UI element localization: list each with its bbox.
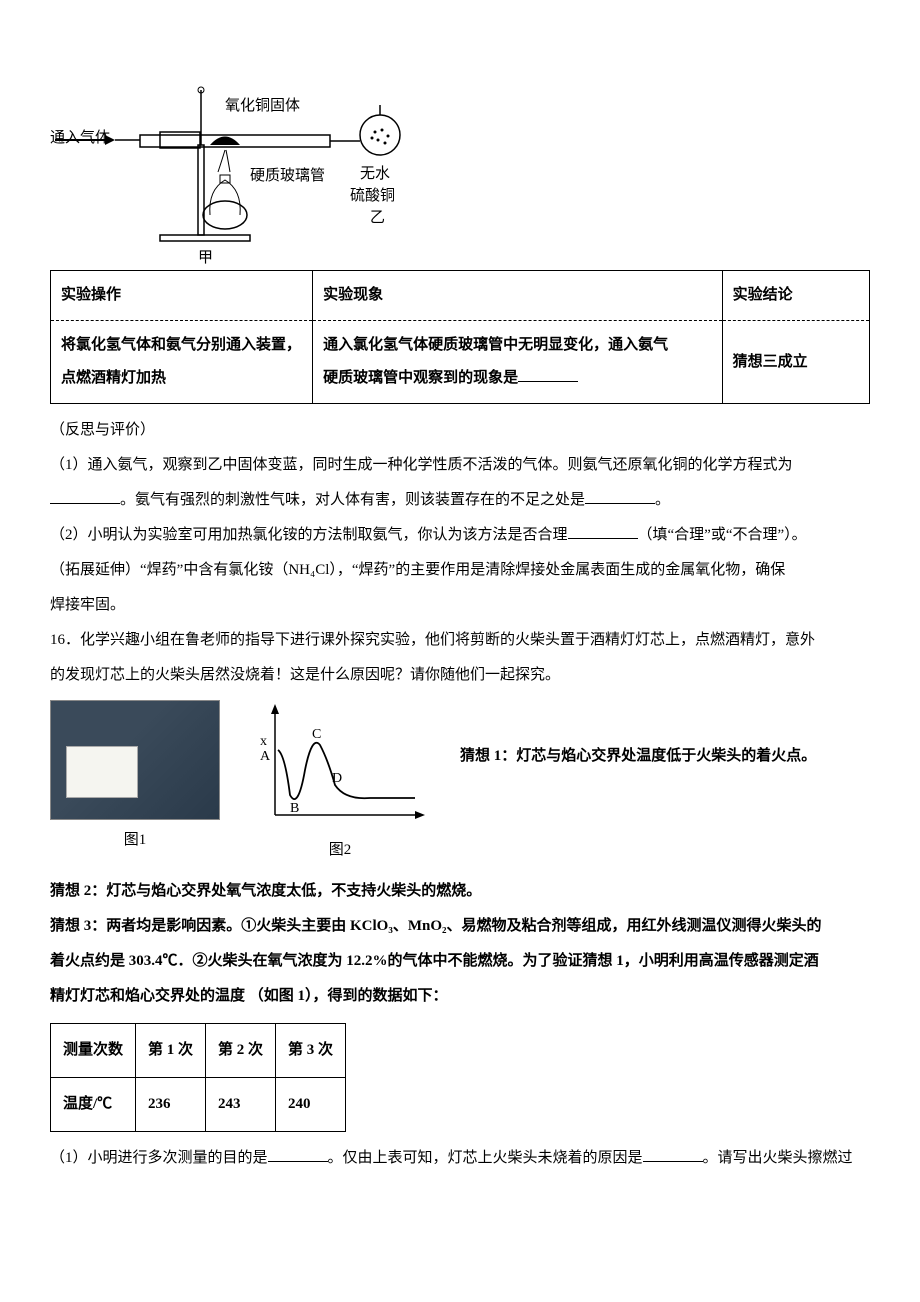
reflection-heading: （反思与评价）	[50, 414, 870, 447]
guess3-l3: 精灯灯芯和焰心交界处的温度 （如图 1），得到的数据如下：	[50, 980, 870, 1013]
reflection-q1-end: 。	[655, 492, 670, 508]
figure-1-block: 图1	[50, 700, 220, 857]
q16-sub1-prefix: （1）小明进行多次测量的目的是	[50, 1150, 268, 1166]
reflection-q2-suffix: （填“合理”或“不合理”）。	[638, 527, 807, 543]
q16-sub1: （1）小明进行多次测量的目的是 。仅由上表可知，灯芯上火柴头未烧着的原因是 。请写出…	[50, 1142, 870, 1175]
graph-point-a: A	[260, 749, 271, 764]
reflection-ext-l2: 焊接牢固。	[50, 589, 870, 622]
figure-1-photo	[50, 700, 220, 820]
temp-header-0: 测量次数	[51, 1024, 136, 1078]
table-data-row: 将氯化氢气体和氨气分别通入装置， 点燃酒精灯加热 通入氯化氢气体硬质玻璃管中无明…	[51, 321, 870, 404]
reflection-q2-prefix: （2）小明认为实验室可用加热氯化铵的方法制取氨气，你认为该方法是否合理	[50, 527, 568, 543]
graph-point-d: D	[332, 771, 342, 786]
reflection-q1-l2: 。氨气有强烈的刺激性气味，对人体有害，则该装置存在的不足之处是 。	[50, 484, 870, 517]
col-header-phenomenon: 实验现象	[313, 271, 723, 321]
q16-intro-l1: 16．化学兴趣小组在鲁老师的指导下进行课外探究实验，他们将剪断的火柴头置于酒精灯…	[50, 624, 870, 657]
temp-table-data: 温度/℃ 236 243 240	[51, 1078, 346, 1132]
graph-point-c: C	[312, 727, 321, 742]
figure-2-block: x A B C D 图2	[250, 700, 430, 867]
reflection-q2: （2）小明认为实验室可用加热氯化铵的方法制取氨气，你认为该方法是否合理 （填“合理…	[50, 519, 870, 552]
figure-1-label: 图1	[50, 824, 220, 857]
label-a: 甲	[198, 242, 213, 275]
phenomenon-line2-prefix: 硬质玻璃管中观察到的现象是	[323, 370, 518, 386]
temperature-table: 测量次数 第 1 次 第 2 次 第 3 次 温度/℃ 236 243 240	[50, 1023, 346, 1132]
label-cuo: 氧化铜固体	[225, 90, 300, 123]
blank-phenomenon	[518, 367, 578, 382]
guess1-inline: 猜想 1：灯芯与焰心交界处温度低于火柴头的着火点。	[460, 700, 816, 773]
temp-header-1: 第 1 次	[136, 1024, 206, 1078]
label-b: 乙	[370, 202, 385, 235]
temp-value-1: 236	[136, 1078, 206, 1132]
figure-row: 图1 x A B C D 图2 猜想 1：灯芯与焰心交界处温度低于火柴头的着火点…	[50, 700, 870, 867]
operation-line1: 将氯化氢气体和氨气分别通入装置，	[61, 337, 301, 353]
blank-deficiency	[585, 489, 655, 504]
reflection-ext-l1: （拓展延伸）“焊药”中含有氯化铵（NH₄Cl），“焊药”的主要作用是清除焊接处金…	[50, 554, 870, 587]
reflection-q1-mid: 。氨气有强烈的刺激性气味，对人体有害，则该装置存在的不足之处是	[120, 492, 585, 508]
q16-intro-l2: 的发现灯芯上的火柴头居然没烧着！这是什么原因呢？请你随他们一起探究。	[50, 659, 870, 692]
figure-2-label: 图2	[250, 834, 430, 867]
cell-phenomenon: 通入氯化氢气体硬质玻璃管中无明显变化，通入氨气 硬质玻璃管中观察到的现象是	[313, 321, 723, 404]
guess1-text: 猜想 1：灯芯与焰心交界处温度低于火柴头的着火点。	[460, 748, 816, 764]
phenomenon-line1: 通入氯化氢气体硬质玻璃管中无明显变化，通入氨气	[323, 337, 668, 353]
temp-value-2: 243	[206, 1078, 276, 1132]
graph-label-x: x	[260, 734, 267, 749]
reflection-q1-l1: （1）通入氨气，观察到乙中固体变蓝，同时生成一种化学性质不活泼的气体。则氨气还原…	[50, 449, 870, 482]
apparatus-diagram: 通入气体 氧化铜固体 硬质玻璃管 无水 硫酸铜 乙 甲	[50, 60, 870, 260]
blank-purpose	[268, 1147, 328, 1162]
q16-sub1-mid: 。仅由上表可知，灯芯上火柴头未烧着的原因是	[328, 1150, 643, 1166]
blank-reason	[643, 1147, 703, 1162]
temp-value-3: 240	[276, 1078, 346, 1132]
cell-conclusion: 猜想三成立	[722, 321, 869, 404]
graph-point-b: B	[290, 801, 299, 816]
col-header-operation: 实验操作	[51, 271, 313, 321]
label-gas-in: 通入气体	[50, 122, 110, 155]
figure-2-graph: x A B C D	[250, 700, 430, 830]
temp-header-3: 第 3 次	[276, 1024, 346, 1078]
experiment-table: 实验操作 实验现象 实验结论 将氯化氢气体和氨气分别通入装置， 点燃酒精灯加热 …	[50, 270, 870, 404]
guess2: 猜想 2：灯芯与焰心交界处氧气浓度太低，不支持火柴头的燃烧。	[50, 875, 870, 908]
label-glass-tube: 硬质玻璃管	[250, 160, 325, 193]
operation-line2: 点燃酒精灯加热	[61, 370, 166, 386]
temp-header-2: 第 2 次	[206, 1024, 276, 1078]
guess3-l2: 着火点约是 303.4℃．②火柴头在氧气浓度为 12.2%的气体中不能燃烧。为了…	[50, 945, 870, 978]
blank-equation	[50, 489, 120, 504]
temp-table-header: 测量次数 第 1 次 第 2 次 第 3 次	[51, 1024, 346, 1078]
col-header-conclusion: 实验结论	[722, 271, 869, 321]
q16-sub1-suffix: 。请写出火柴头擦燃过	[703, 1150, 853, 1166]
temp-row-label: 温度/℃	[51, 1078, 136, 1132]
table-header-row: 实验操作 实验现象 实验结论	[51, 271, 870, 321]
blank-reasonable	[568, 524, 638, 539]
guess3-l1: 猜想 3：两者均是影响因素。①火柴头主要由 KClO₃、MnO₂、易燃物及粘合剂…	[50, 910, 870, 943]
cell-operation: 将氯化氢气体和氨气分别通入装置， 点燃酒精灯加热	[51, 321, 313, 404]
